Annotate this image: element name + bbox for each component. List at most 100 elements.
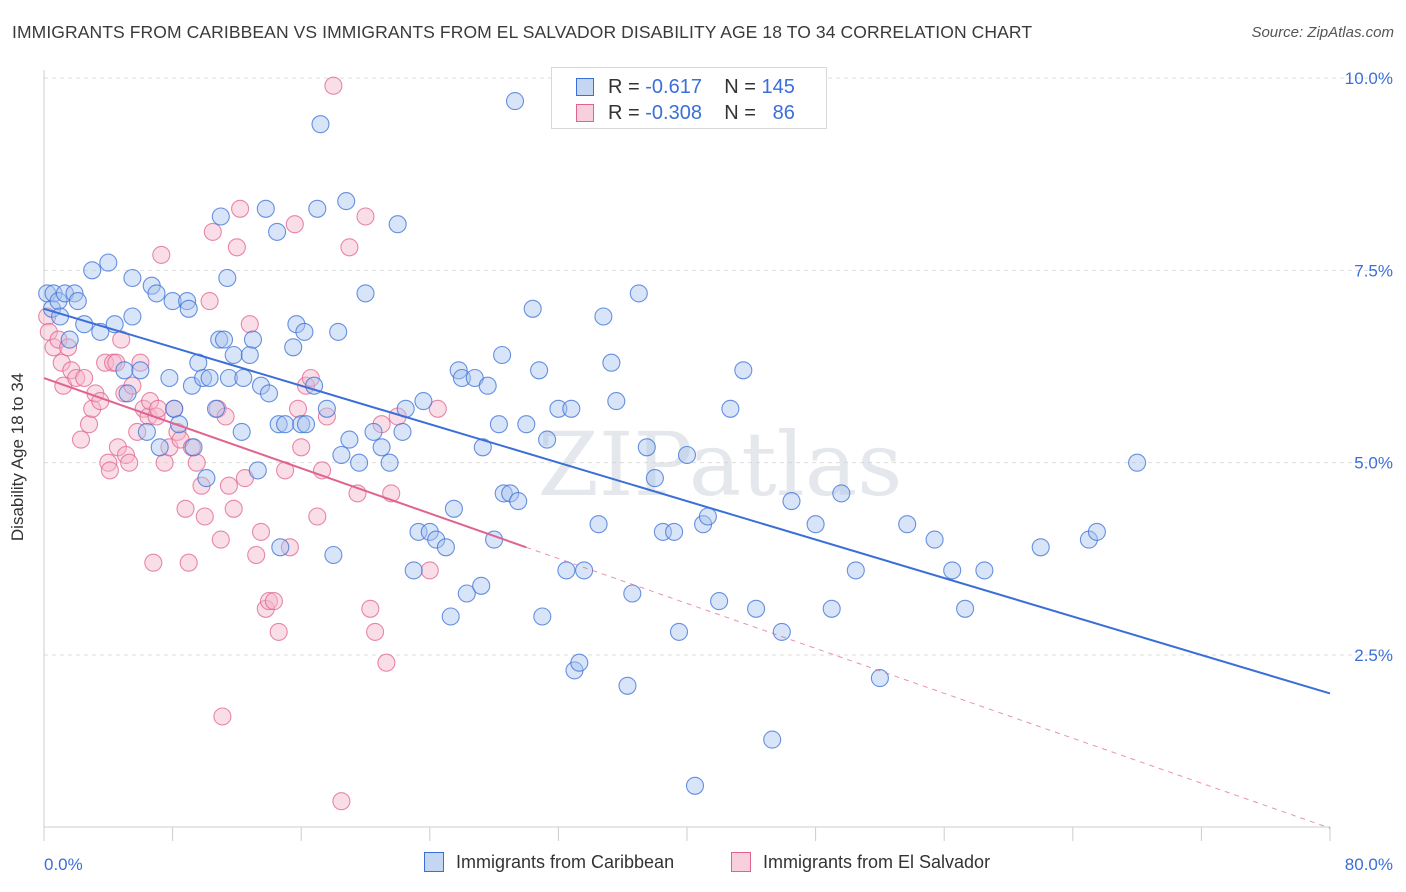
caribbean-point bbox=[594, 307, 613, 326]
caribbean-point bbox=[356, 284, 375, 303]
r-value-el-salvador: -0.308 bbox=[645, 102, 702, 124]
caribbean-point bbox=[623, 584, 642, 603]
caribbean-point bbox=[1128, 453, 1147, 472]
caribbean-point bbox=[472, 576, 491, 595]
caribbean-point bbox=[197, 469, 216, 488]
caribbean-point bbox=[589, 515, 608, 534]
caribbean-point bbox=[269, 415, 288, 434]
caribbean-point bbox=[444, 499, 463, 518]
caribbean-point bbox=[160, 368, 179, 388]
el-salvador-point bbox=[59, 338, 78, 357]
el-salvador-point bbox=[131, 353, 150, 372]
caribbean-point bbox=[452, 368, 471, 388]
caribbean-point bbox=[822, 599, 841, 618]
y-tick-label: 10.0% bbox=[1345, 69, 1393, 88]
el-salvador-point bbox=[317, 407, 336, 426]
x-tick-label-max: 80.0% bbox=[1345, 855, 1393, 874]
caribbean-point bbox=[340, 430, 359, 449]
el-salvador-point bbox=[264, 592, 283, 611]
caribbean-point bbox=[562, 399, 581, 418]
caribbean-point bbox=[200, 368, 219, 388]
caribbean-point bbox=[276, 415, 295, 434]
caribbean-point bbox=[163, 292, 182, 311]
caribbean-point bbox=[364, 422, 383, 441]
caribbean-point bbox=[337, 192, 356, 211]
caribbean-point bbox=[150, 438, 169, 457]
caribbean-point bbox=[118, 384, 137, 403]
el-salvador-point bbox=[179, 553, 198, 572]
el-salvador-points bbox=[38, 76, 447, 811]
caribbean-point bbox=[457, 584, 476, 603]
el-salvador-point bbox=[144, 553, 163, 572]
el-salvador-trend-extension bbox=[526, 546, 1331, 829]
el-salvador-point bbox=[356, 207, 375, 226]
el-salvador-point bbox=[52, 353, 71, 372]
caribbean-point bbox=[607, 392, 626, 411]
caribbean-point bbox=[427, 530, 446, 549]
caribbean-point bbox=[602, 353, 621, 372]
correlation-legend: R = -0.617 N = 145 R = -0.308 N = 86 bbox=[551, 67, 827, 129]
n-value-caribbean: 145 bbox=[761, 76, 795, 98]
el-salvador-point bbox=[71, 430, 91, 449]
caribbean-point bbox=[870, 669, 889, 688]
caribbean-point bbox=[1031, 538, 1050, 557]
legend-row-el-salvador-text: R = -0.308 N = 86 bbox=[608, 102, 795, 125]
caribbean-point bbox=[194, 368, 213, 388]
source-label: Source: ZipAtlas.com bbox=[1251, 24, 1394, 41]
caribbean-point bbox=[332, 445, 351, 465]
el-salvador-point bbox=[340, 238, 359, 257]
caribbean-point bbox=[169, 415, 189, 434]
caribbean-point bbox=[219, 368, 238, 388]
caribbean-point bbox=[372, 438, 391, 457]
el-salvador-point bbox=[155, 453, 174, 472]
caribbean-point bbox=[248, 461, 267, 480]
caribbean-point bbox=[137, 422, 156, 441]
caribbean-point bbox=[165, 399, 184, 418]
el-salvador-point bbox=[308, 507, 327, 526]
watermark: ZIPatlas bbox=[538, 413, 903, 516]
caribbean-point bbox=[51, 307, 70, 326]
caribbean-point bbox=[677, 445, 697, 465]
caribbean-point bbox=[846, 561, 865, 580]
el-salvador-point bbox=[280, 538, 299, 557]
caribbean-point bbox=[214, 330, 234, 349]
el-salvador-point bbox=[195, 507, 214, 526]
caribbean-point bbox=[763, 730, 782, 749]
caribbean-point bbox=[698, 507, 717, 526]
caribbean-point bbox=[284, 338, 303, 357]
caribbean-point bbox=[549, 399, 568, 418]
caribbean-point bbox=[473, 438, 492, 457]
r-label: R = bbox=[608, 76, 646, 98]
caribbean-point bbox=[271, 538, 290, 557]
caribbean-point bbox=[147, 284, 166, 303]
el-salvador-point bbox=[247, 545, 266, 565]
caribbean-point bbox=[956, 599, 975, 618]
caribbean-point bbox=[206, 399, 226, 418]
el-salvador-point bbox=[176, 499, 195, 518]
caribbean-point bbox=[494, 484, 513, 503]
caribbean-point bbox=[832, 484, 851, 503]
caribbean-point bbox=[489, 415, 508, 434]
caribbean-point bbox=[685, 776, 705, 795]
r-label: R = bbox=[608, 102, 646, 124]
caribbean-point bbox=[311, 115, 330, 134]
el-salvador-point bbox=[100, 461, 119, 480]
caribbean-point bbox=[414, 392, 433, 411]
caribbean-point bbox=[533, 607, 552, 626]
el-salvador-point bbox=[332, 792, 351, 811]
el-salvador-point bbox=[224, 499, 243, 518]
caribbean-point bbox=[115, 361, 134, 380]
caribbean-point bbox=[493, 345, 512, 365]
caribbean-point bbox=[393, 422, 412, 441]
el-salvador-point bbox=[420, 561, 439, 580]
n-label: N = bbox=[724, 76, 762, 98]
caribbean-point bbox=[211, 207, 230, 226]
el-salvador-point bbox=[203, 222, 222, 241]
caribbean-point bbox=[478, 376, 497, 395]
el-salvador-point bbox=[288, 399, 308, 418]
caribbean-points bbox=[38, 92, 1147, 795]
el-salvador-point bbox=[211, 530, 230, 549]
legend-row-caribbean-text: R = -0.617 N = 145 bbox=[608, 76, 795, 99]
el-salvador-point bbox=[292, 438, 311, 457]
